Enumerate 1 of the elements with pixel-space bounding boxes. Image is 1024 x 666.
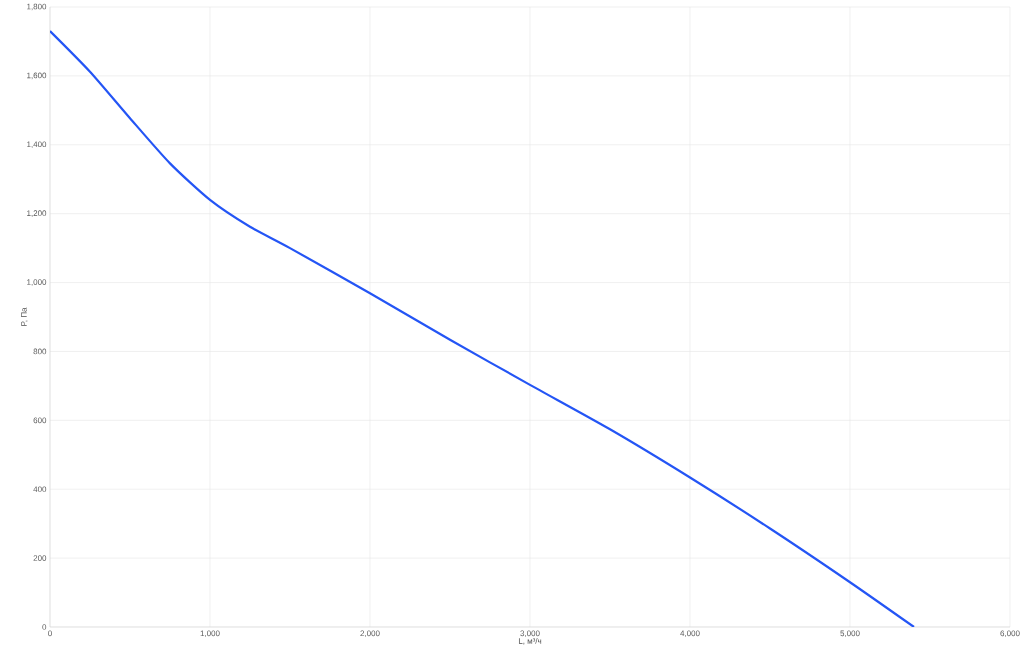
line-series [50, 30, 916, 627]
